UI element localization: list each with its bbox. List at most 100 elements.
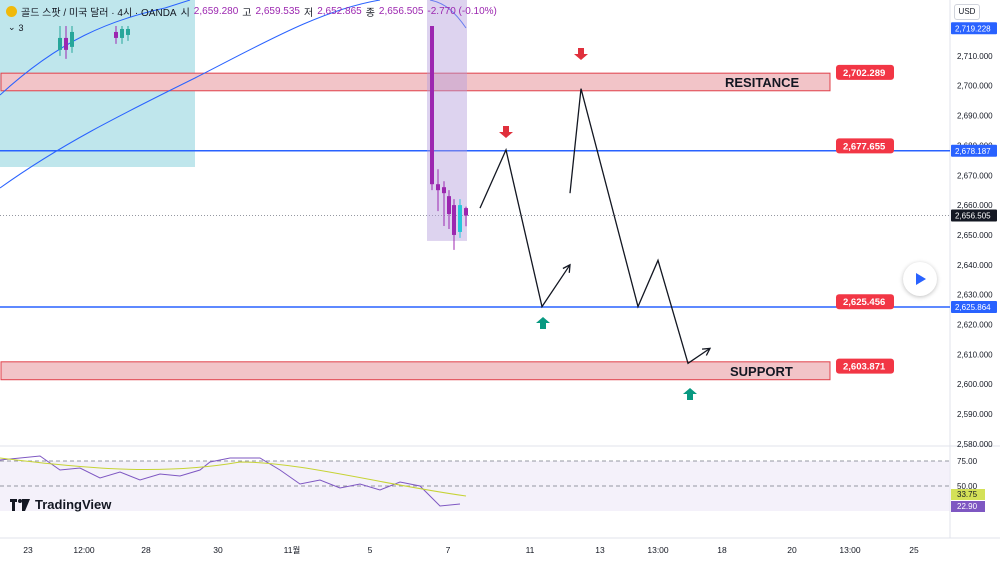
price-tag-4: 2,603.871	[836, 358, 894, 374]
ma-line-right	[429, 0, 467, 29]
ma-line-slow	[0, 0, 381, 189]
projection-arrowhead-2	[701, 347, 712, 356]
drop-candle-4	[447, 196, 451, 215]
ma-line-fast	[0, 0, 191, 96]
drop-candle-1	[430, 26, 434, 185]
price-tick-10: 2,630.000	[957, 291, 993, 300]
replay-button[interactable]	[903, 262, 937, 296]
open-label: 시	[180, 8, 190, 19]
tradingview-wordmark: TradingView	[35, 497, 112, 512]
sell-signal-arrow-2	[574, 48, 588, 60]
time-tick-2: 12:00	[73, 545, 95, 555]
candle-6	[126, 28, 130, 35]
price-label-box-4	[951, 300, 997, 313]
price-tag-text-1: 2,702.289	[843, 68, 885, 79]
high-label: 고	[242, 8, 252, 19]
price-label-box-2	[951, 144, 997, 157]
rsi-ma-value-box	[951, 489, 985, 500]
projection-arrowhead-1	[562, 263, 571, 273]
indicator-count: 3	[18, 22, 24, 33]
price-tag-box-4	[836, 358, 894, 374]
support-zone	[0, 361, 831, 381]
candle-5	[120, 28, 124, 38]
rsi-level-label-2: 50.00	[957, 482, 978, 491]
currency-button[interactable]: USD	[954, 4, 980, 20]
low-value: 2,652.865	[317, 6, 362, 17]
price-label-2: 2,678.187	[955, 147, 991, 156]
drop-candle-5	[452, 205, 456, 235]
time-tick-7: 7	[446, 545, 451, 555]
time-tick-14: 25	[909, 545, 919, 555]
price-tag-3: 2,625.456	[836, 294, 894, 310]
price-tag-box-3	[836, 294, 894, 310]
resistance-zone	[0, 72, 831, 92]
candle-4	[114, 31, 118, 38]
rsi-ma-value: 33.75	[957, 490, 978, 499]
rsi-value: 22.90	[957, 502, 978, 511]
price-tick-3: 2,700.000	[957, 82, 993, 91]
open-value: 2,659.280	[193, 6, 239, 17]
drop-candle-3	[442, 187, 446, 194]
gold-coin-icon	[6, 6, 17, 17]
price-tag-box-2	[836, 138, 894, 154]
time-tick-6: 5	[368, 545, 373, 555]
time-tick-9: 13	[595, 545, 605, 555]
time-tick-12: 20	[787, 545, 797, 555]
buy-signal-arrow-2	[683, 388, 697, 400]
buy-signal-arrow-1	[536, 317, 550, 329]
projection-path-2	[569, 88, 711, 365]
change-value: -2.770 (-0.10%)	[427, 6, 497, 17]
time-tick-4: 30	[213, 545, 223, 555]
time-tick-1: 23	[23, 545, 33, 555]
sell-signal-arrow-1	[499, 126, 513, 138]
time-tick-5: 11월	[284, 545, 301, 555]
rsi-value-box	[951, 501, 985, 512]
time-tick-11: 18	[717, 545, 727, 555]
price-tag-1: 2,702.289	[836, 64, 894, 80]
resistance-zone-label: RESITANCE	[725, 75, 799, 90]
price-tag-box-1	[836, 64, 894, 80]
rsi-line	[0, 455, 461, 507]
price-tick-15: 2,580.000	[957, 440, 993, 449]
tradingview-icon	[10, 498, 30, 511]
drop-candle-6	[458, 205, 462, 232]
play-icon	[916, 273, 926, 285]
drop-candle-7	[464, 208, 468, 216]
low-label: 저	[304, 8, 314, 19]
price-tick-2: 2,710.000	[957, 52, 993, 61]
price-label-1: 2,719.228	[955, 24, 991, 33]
symbol-title[interactable]: 골드 스팟 / 미국 달러 · 4시 · OANDA	[21, 8, 177, 19]
price-tick-13: 2,600.000	[957, 380, 993, 389]
tradingview-logo: TradingView	[10, 497, 111, 512]
price-label-3: 2,656.505	[955, 212, 991, 221]
price-tick-9: 2,640.000	[957, 261, 993, 270]
price-tag-text-2: 2,677.655	[843, 141, 886, 152]
price-tick-11: 2,620.000	[957, 321, 993, 330]
time-tick-3: 28	[141, 545, 151, 555]
indicators-toggle[interactable]: ⌄ 3	[8, 22, 24, 33]
price-tick-8: 2,650.000	[957, 231, 993, 240]
price-tag-2: 2,677.655	[836, 138, 894, 154]
price-tick-6: 2,670.000	[957, 171, 993, 180]
rsi-ma-line	[0, 457, 467, 497]
price-tick-14: 2,590.000	[957, 410, 993, 419]
close-label: 종	[365, 8, 375, 19]
drop-candle-2	[436, 184, 440, 191]
price-tag-text-3: 2,625.456	[843, 297, 885, 308]
price-label-box-3	[951, 209, 997, 222]
price-tick-12: 2,610.000	[957, 350, 993, 359]
time-tick-13: 13:00	[839, 545, 861, 555]
chevron-down-icon: ⌄	[8, 22, 16, 32]
rsi-level-label-1: 75.00	[957, 457, 978, 466]
close-value: 2,656.505	[378, 6, 424, 17]
time-tick-8: 11	[526, 545, 535, 555]
candle-2	[64, 37, 68, 50]
high-value: 2,659.535	[255, 6, 301, 17]
support-zone-label: SUPPORT	[730, 364, 793, 379]
price-label-4: 2,625.864	[955, 303, 991, 312]
candle-1	[58, 37, 62, 50]
time-tick-10: 13:00	[647, 545, 669, 555]
